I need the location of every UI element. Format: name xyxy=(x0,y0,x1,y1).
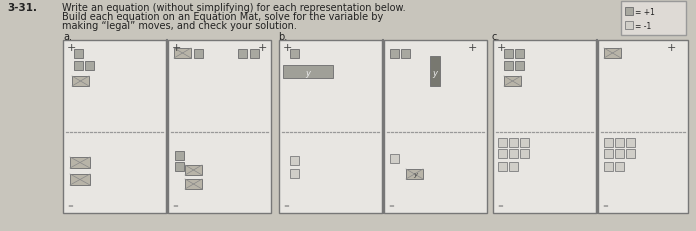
Bar xyxy=(283,66,333,79)
Text: =: = xyxy=(602,202,608,208)
Bar xyxy=(515,62,524,71)
Text: =: = xyxy=(283,202,289,208)
Bar xyxy=(498,162,507,171)
Bar xyxy=(70,157,90,168)
Bar xyxy=(74,50,83,59)
Text: y: y xyxy=(306,68,310,77)
Bar xyxy=(194,50,203,59)
Bar xyxy=(70,174,90,185)
Bar xyxy=(498,149,507,158)
Text: = +1: = +1 xyxy=(635,8,655,17)
Bar xyxy=(498,138,507,147)
Bar xyxy=(390,50,399,59)
Text: +: + xyxy=(497,43,507,53)
Bar xyxy=(493,41,596,213)
Bar xyxy=(615,149,624,158)
Bar xyxy=(504,62,513,71)
Text: =: = xyxy=(388,202,394,208)
Text: +: + xyxy=(468,43,477,53)
Text: +: + xyxy=(258,43,267,53)
Bar xyxy=(250,50,259,59)
Bar xyxy=(626,149,635,158)
Bar xyxy=(515,50,524,59)
Bar xyxy=(185,179,202,189)
Bar xyxy=(598,41,688,213)
Bar xyxy=(604,138,613,147)
Bar xyxy=(290,156,299,165)
Text: Build each equation on an Equation Mat, solve for the variable by: Build each equation on an Equation Mat, … xyxy=(62,12,383,22)
Bar xyxy=(85,62,94,71)
Text: a.: a. xyxy=(63,32,72,42)
Bar xyxy=(290,169,299,178)
Text: making “legal” moves, and check your solution.: making “legal” moves, and check your sol… xyxy=(62,21,297,31)
Bar xyxy=(406,169,423,179)
Bar xyxy=(74,62,83,71)
Bar xyxy=(174,49,191,59)
Bar xyxy=(290,50,299,59)
Bar xyxy=(520,138,529,147)
Bar xyxy=(604,149,613,158)
Text: y: y xyxy=(413,171,417,177)
Bar xyxy=(390,154,399,163)
Bar xyxy=(509,162,518,171)
Bar xyxy=(604,162,613,171)
Text: = -1: = -1 xyxy=(635,22,651,31)
Bar xyxy=(604,49,621,59)
Bar xyxy=(279,41,382,213)
Bar xyxy=(615,162,624,171)
Bar xyxy=(175,151,184,160)
Text: Write an equation (without simplifying) for each representation below.: Write an equation (without simplifying) … xyxy=(62,3,406,13)
Bar xyxy=(621,2,686,36)
Bar xyxy=(72,77,89,87)
Text: =: = xyxy=(67,202,73,208)
Bar xyxy=(509,149,518,158)
Bar xyxy=(615,138,624,147)
Bar xyxy=(384,41,487,213)
Text: +: + xyxy=(172,43,182,53)
Text: c.: c. xyxy=(492,32,500,42)
Text: =: = xyxy=(497,202,503,208)
Bar xyxy=(625,22,633,30)
Bar xyxy=(504,77,521,87)
Text: =: = xyxy=(172,202,178,208)
Text: 3-31.: 3-31. xyxy=(7,3,37,13)
Bar xyxy=(168,41,271,213)
Text: +: + xyxy=(667,43,677,53)
Bar xyxy=(185,165,202,175)
Bar xyxy=(63,41,166,213)
Text: y: y xyxy=(432,68,438,77)
Bar xyxy=(504,50,513,59)
Bar xyxy=(238,50,247,59)
Text: +: + xyxy=(283,43,292,53)
Bar xyxy=(626,138,635,147)
Bar xyxy=(175,162,184,171)
Text: +: + xyxy=(67,43,77,53)
Bar xyxy=(625,8,633,16)
Bar xyxy=(401,50,410,59)
Text: b.: b. xyxy=(278,32,287,42)
Bar xyxy=(520,149,529,158)
Bar xyxy=(430,57,440,87)
Bar xyxy=(509,138,518,147)
